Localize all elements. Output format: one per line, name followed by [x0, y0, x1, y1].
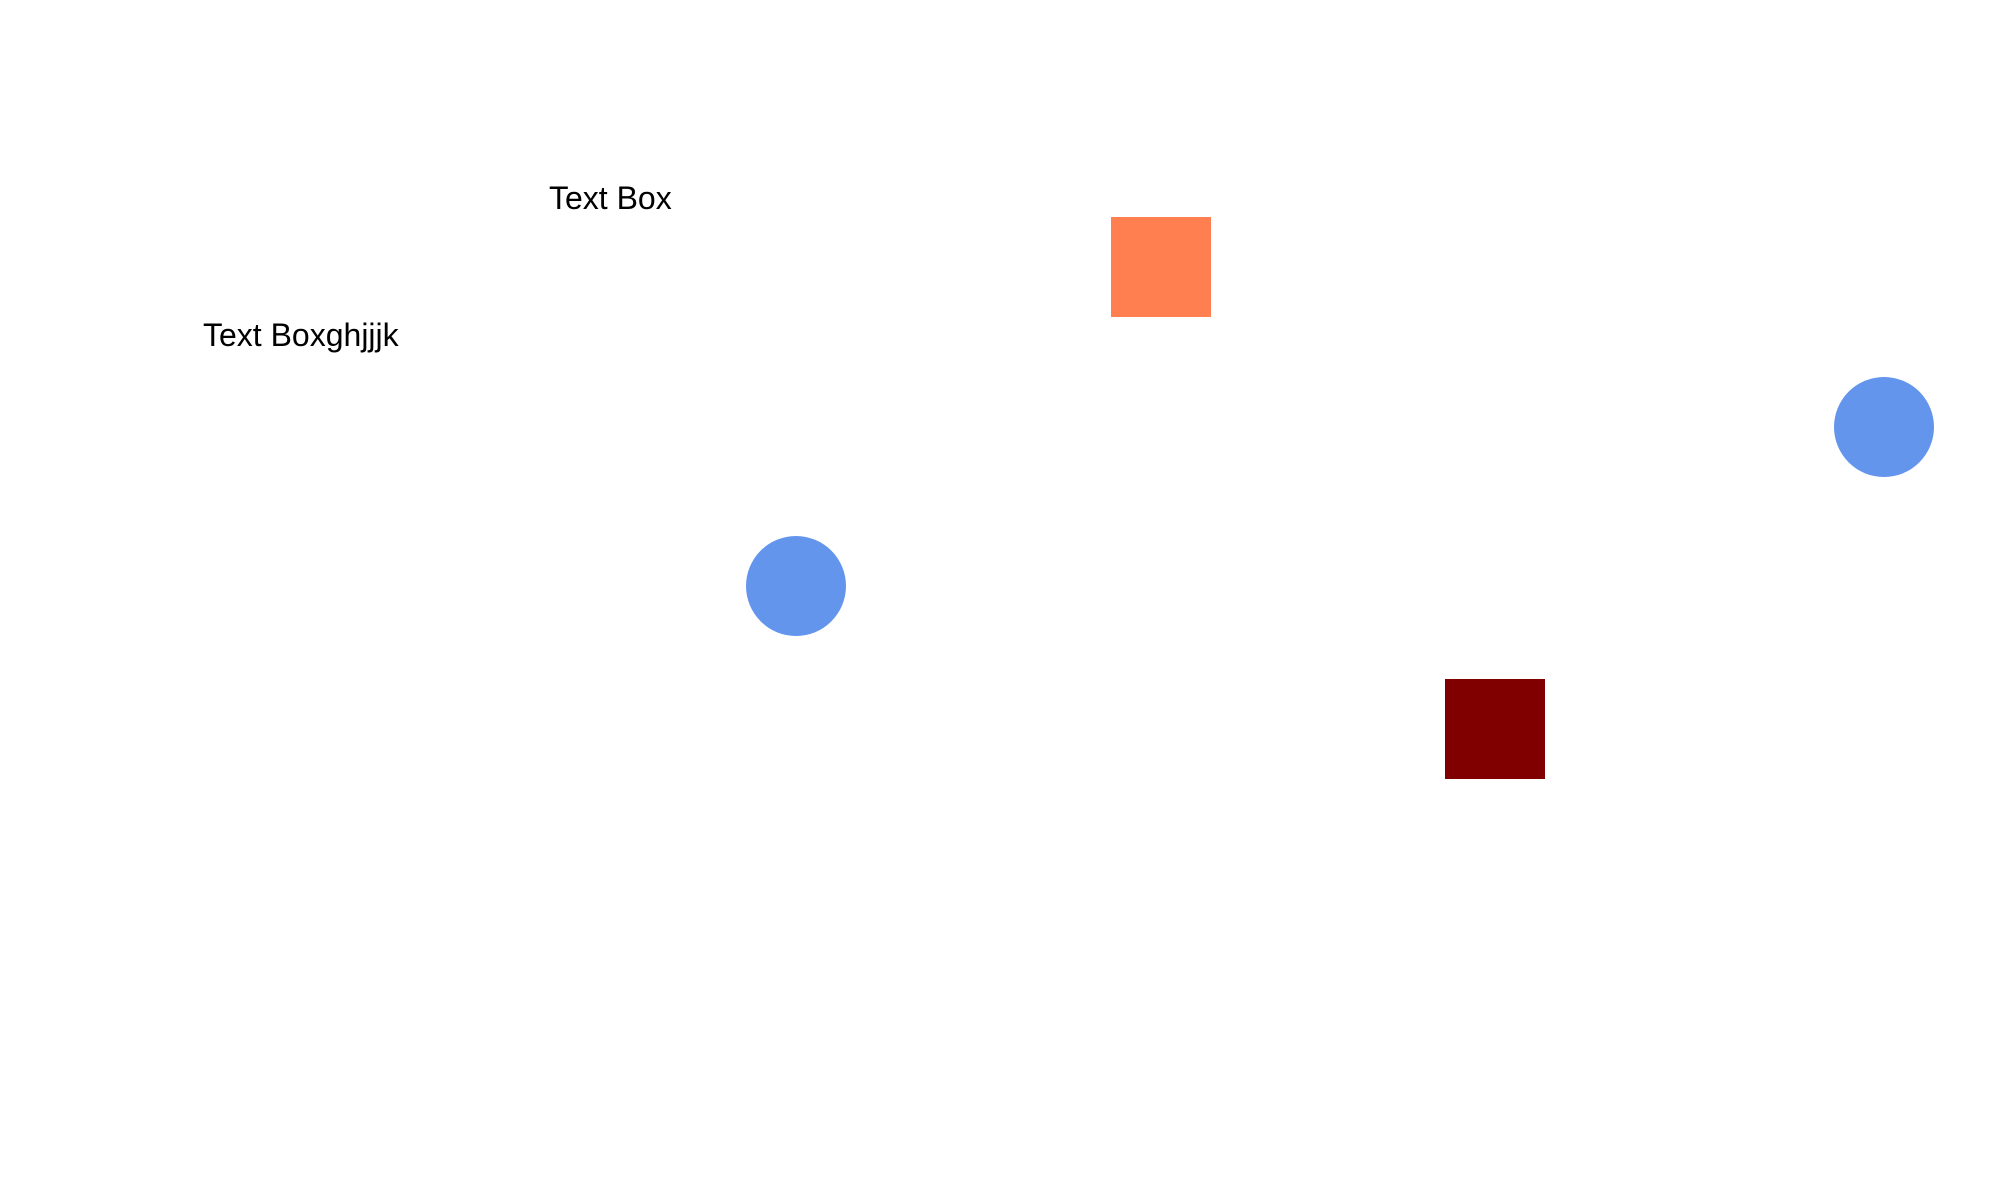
blue-circle-shape-left[interactable]: [746, 536, 846, 636]
orange-square-shape[interactable]: [1111, 217, 1211, 317]
blue-circle-shape-right[interactable]: [1834, 377, 1934, 477]
dark-red-square-shape[interactable]: [1445, 679, 1545, 779]
text-box-lower[interactable]: Text Boxghjjjk: [203, 317, 399, 353]
text-box-upper[interactable]: Text Box: [549, 180, 672, 216]
